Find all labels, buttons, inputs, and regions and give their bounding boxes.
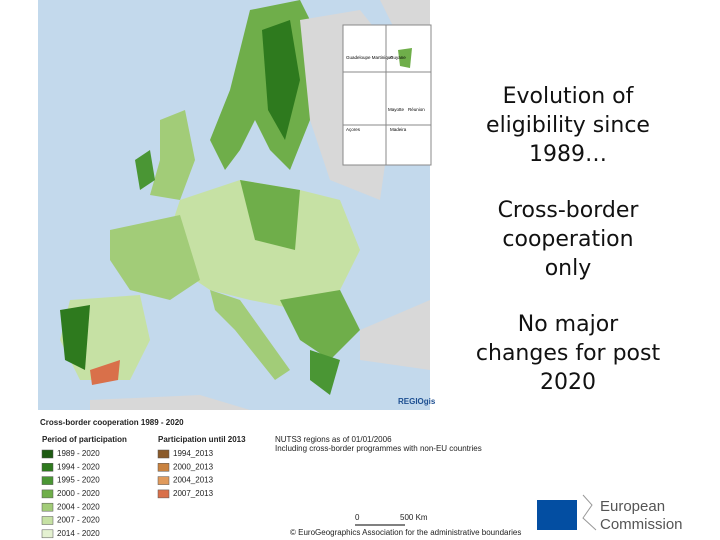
slide-text: 2020 (540, 370, 596, 395)
copyright: © EuroGeographics Association for the ad… (290, 528, 521, 537)
legend-swatch (41, 529, 54, 539)
legend-header: Period of participation (42, 435, 127, 444)
legend-swatch (41, 463, 54, 472)
inset-label: Réunion (408, 107, 425, 112)
legend-label: 2007_2013 (173, 489, 214, 498)
legend-label: 1994_2013 (173, 449, 214, 458)
legend-label: 2014 - 2020 (57, 529, 100, 538)
slide-text: No major (518, 312, 619, 337)
inset-label: Madeira (390, 127, 407, 132)
legend-label: 1995 - 2020 (57, 476, 100, 485)
map (38, 0, 432, 410)
slide-text: Cross-border (498, 198, 640, 223)
slide-text: cooperation (502, 227, 633, 252)
legend-label: 1994 - 2020 (57, 462, 100, 471)
scale-label: 500 Km (400, 513, 428, 522)
legend-swatch (157, 476, 170, 485)
slide-text: changes for post (476, 341, 661, 366)
legend-title: Cross-border cooperation 1989 - 2020 (40, 418, 184, 427)
legend-swatch (157, 449, 170, 459)
legend-swatch (41, 502, 54, 512)
slide-text: 1989… (529, 142, 607, 167)
inset-label: Açores (346, 127, 361, 132)
legend-header: Participation until 2013 (158, 435, 246, 444)
legend-label: 2007 - 2020 (57, 516, 100, 525)
logo-text: Commission (600, 516, 683, 533)
logo-text: European (600, 498, 665, 515)
legend-swatch (41, 489, 54, 499)
inset-label: Guyane (390, 55, 406, 60)
legend-label: 2004_2013 (173, 476, 214, 485)
legend-label: 2000 - 2020 (57, 489, 100, 498)
legend-note: Including cross-border programmes with n… (275, 444, 482, 453)
slide-text: only (545, 256, 592, 281)
slide-text: eligibility since (486, 113, 650, 138)
legend-swatch (41, 476, 54, 485)
legend-swatch (157, 489, 170, 499)
legend-note: NUTS3 regions as of 01/01/2006 (275, 435, 392, 444)
slide-text: Evolution of (503, 84, 635, 109)
legend-label: 2000_2013 (173, 462, 214, 471)
inset-label: Mayotte (388, 107, 405, 112)
legend-swatch (41, 516, 54, 525)
scale-label: 0 (355, 513, 360, 522)
legend-label: 2004 - 2020 (57, 502, 100, 511)
legend-label: 1989 - 2020 (57, 449, 100, 458)
brand: REGIOgis (398, 397, 436, 406)
inset-label: Guadeloupe Martinique (346, 55, 393, 60)
eu-logo (537, 494, 597, 531)
legend-swatch (41, 449, 54, 459)
legend-swatch (157, 463, 170, 472)
